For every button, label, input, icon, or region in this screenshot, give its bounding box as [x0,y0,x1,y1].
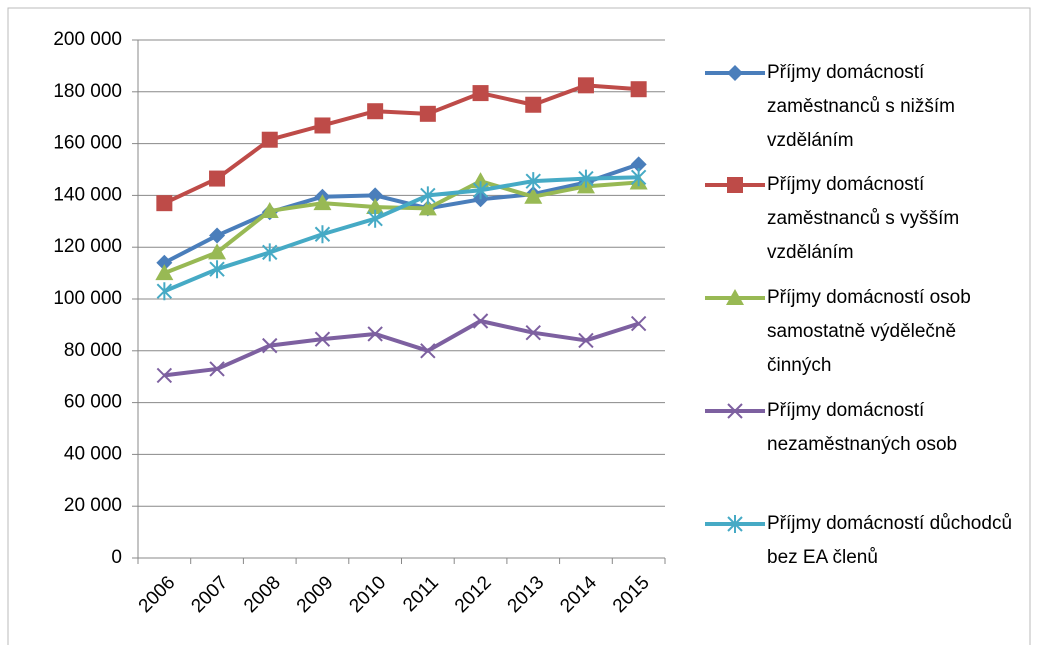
x-tick-label: 2011 [399,572,443,616]
marker [156,254,173,271]
y-tick-label: 160 000 [53,133,122,154]
marker [525,96,542,113]
legend-label: Příjmy domácností zaměstnanců s nižším v… [767,62,955,151]
marker [367,187,384,204]
x-tick-label: 2010 [345,572,390,617]
marker [367,103,384,120]
marker [419,105,436,122]
x-tick-label: 2012 [451,572,496,617]
marker [727,65,743,81]
y-tick-label: 60 000 [64,392,122,413]
marker [420,343,436,359]
marker [472,181,489,200]
marker [630,315,647,332]
marker [727,177,743,193]
y-tick-label: 120 000 [53,236,122,257]
marker [155,264,174,281]
marker [209,227,226,244]
marker [471,172,490,189]
x-tick-label: 2009 [293,572,338,617]
marker [578,169,594,188]
marker [314,331,331,347]
legend-label: Příjmy domácností nezaměstnaných osob [767,400,958,455]
y-tick-label: 100 000 [53,288,122,309]
legend-label: Příjmy domácností důchodců bez EA členů [767,513,1013,568]
marker [525,172,541,191]
y-tick-label: 180 000 [53,81,122,102]
marker [726,289,744,305]
marker [209,170,226,187]
marker [630,168,647,187]
y-tick-label: 140 000 [53,184,122,205]
marker [367,326,383,342]
x-tick-label: 2013 [504,572,549,617]
y-tick-label: 0 [111,547,122,568]
marker [577,77,594,94]
marker [314,225,331,244]
marker [524,187,543,204]
x-tick-label: 2015 [609,572,654,617]
marker [727,515,743,533]
marker [727,403,743,419]
chart-border [7,7,1031,645]
legend-label: Příjmy domácností zaměstnanců s vyšším v… [767,174,960,263]
marker [262,337,278,354]
x-tick-label: 2014 [556,572,601,617]
y-tick-label: 200 000 [53,29,122,50]
marker [156,195,173,212]
marker [420,186,436,205]
marker [314,117,331,134]
series-line [164,319,640,378]
y-tick-label: 20 000 [64,495,122,516]
x-tick-label: 2008 [240,572,285,617]
marker [418,199,437,216]
marker [262,243,278,262]
series-line [163,175,639,294]
marker [367,209,383,228]
marker [472,313,489,329]
marker [578,332,594,349]
marker [366,198,385,215]
marker [472,85,489,102]
y-tick-label: 80 000 [64,340,122,361]
marker [208,243,227,260]
marker [313,194,332,211]
marker [260,201,279,218]
x-tick-label: 2007 [187,572,232,617]
marker [525,324,541,341]
series-line [163,162,640,265]
marker [156,367,173,384]
marker [209,260,225,279]
y-tick-label: 40 000 [64,443,122,464]
marker [630,156,647,173]
legend-label: Příjmy domácností osob samostatně výděle… [767,287,971,376]
marker [630,81,647,98]
marker [261,131,278,148]
marker [156,282,173,301]
marker [209,361,225,377]
series-line [163,83,639,205]
x-tick-label: 2006 [135,572,180,617]
